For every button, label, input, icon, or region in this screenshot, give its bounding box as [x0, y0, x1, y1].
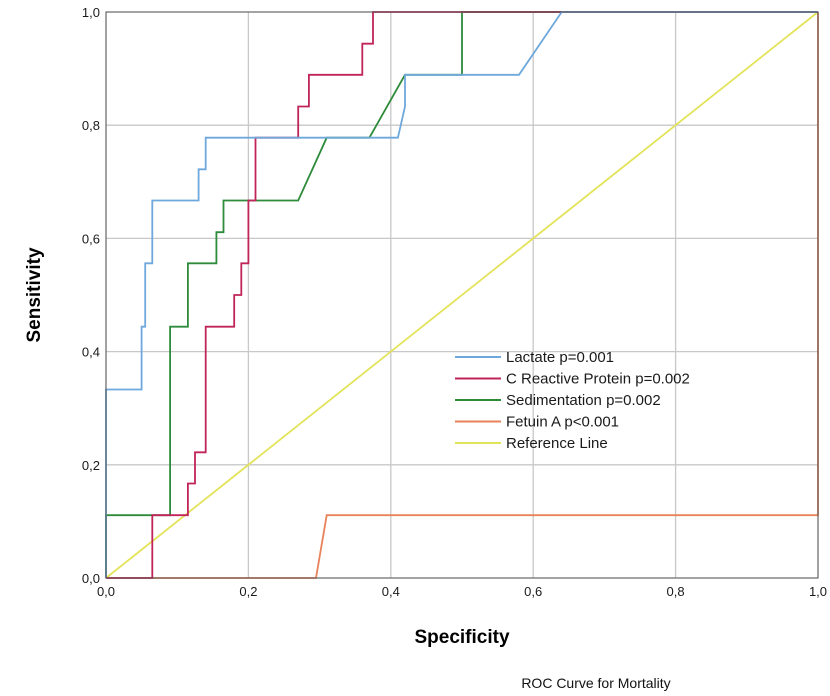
x-tick-label: 0,6: [524, 584, 542, 599]
y-axis-title: Sensitivity: [24, 247, 45, 342]
grid: [105, 11, 819, 579]
y-tick-label: 0,4: [82, 345, 100, 360]
chart-caption: ROC Curve for Mortality: [521, 675, 670, 691]
y-tick-label: 0,2: [82, 458, 100, 473]
x-tick-label: 0,2: [239, 584, 257, 599]
tick-labels: 0,0 0,2 0,4 0,6 0,8 1,0 0,0 0,2 0,4 0,6 0,8 1,0: [82, 5, 827, 599]
x-tick-label: 0,0: [97, 584, 115, 599]
legend-label-lactate: Lactate p=0.001: [506, 349, 614, 366]
legend-label-c: C Reactive Protein p=0.002: [506, 371, 690, 388]
series-line-lactate: [105, 11, 818, 578]
series-line-c: [106, 11, 818, 579]
y-tick-label: 0,6: [82, 231, 100, 246]
x-tick-label: 0,4: [382, 584, 400, 599]
plot-frame: [105, 11, 819, 579]
legend-label-sedimentation: Sedimentation p=0.002: [506, 392, 661, 409]
x-tick-label: 0,8: [667, 584, 685, 599]
legend-label-fetuin: Fetuin A p<0.001: [506, 414, 619, 431]
x-axis-title: Specificity: [414, 627, 509, 648]
y-tick-label: 0,8: [82, 118, 100, 133]
legend-label-reference: Reference Line: [506, 435, 608, 452]
y-tick-label: 0,0: [82, 571, 100, 586]
y-tick-label: 1,0: [82, 5, 100, 20]
legend: Lactate p=0.001 C Reactive Protein p=0.00…: [455, 349, 690, 452]
series-line-reference: [105, 11, 819, 579]
x-tick-label: 1,0: [809, 584, 827, 599]
